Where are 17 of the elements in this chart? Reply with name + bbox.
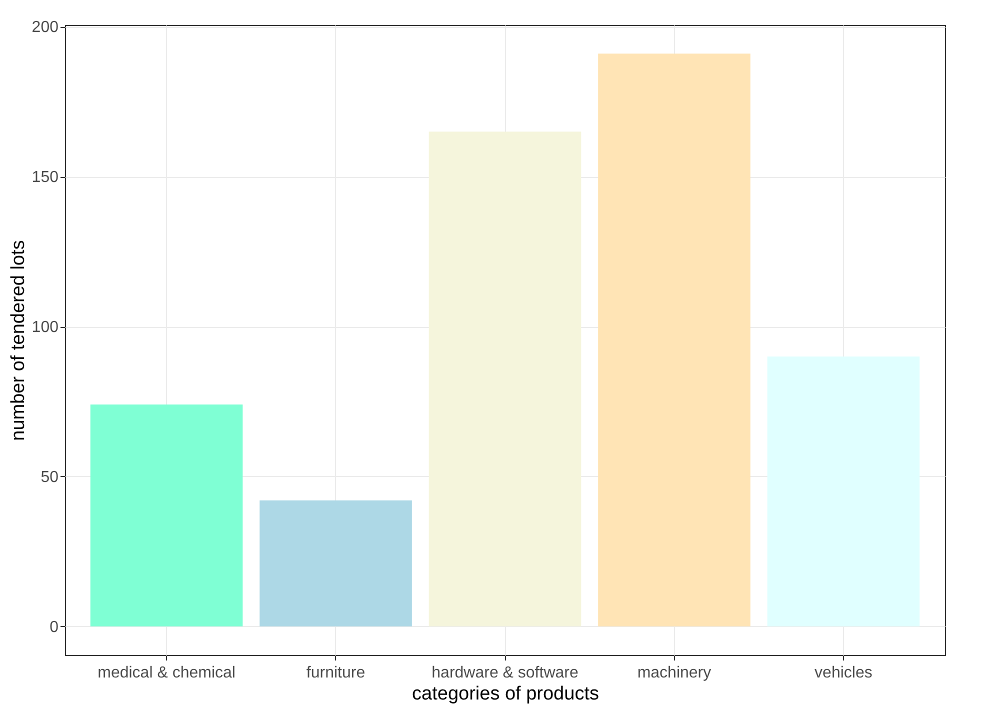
x-tick-label: medical & chemical bbox=[98, 664, 236, 682]
x-tick-label: machinery bbox=[637, 664, 712, 682]
x-tick-label: furniture bbox=[306, 664, 366, 682]
y-tick-label: 100 bbox=[32, 319, 59, 336]
x-axis-title: categories of products bbox=[412, 684, 599, 704]
y-tick-label: 50 bbox=[40, 468, 59, 486]
bar bbox=[767, 356, 920, 626]
bar bbox=[598, 54, 750, 626]
y-axis-title: number of tendered lots bbox=[8, 240, 29, 441]
x-tick-label: hardware & software bbox=[432, 664, 578, 682]
y-tick-label: 0 bbox=[50, 618, 59, 636]
y-tick-label: 200 bbox=[32, 19, 59, 36]
bar bbox=[90, 404, 243, 626]
bar bbox=[260, 500, 412, 626]
y-tick-label: 150 bbox=[32, 169, 59, 186]
bar bbox=[428, 132, 582, 626]
x-tick-label: vehicles bbox=[814, 664, 872, 682]
